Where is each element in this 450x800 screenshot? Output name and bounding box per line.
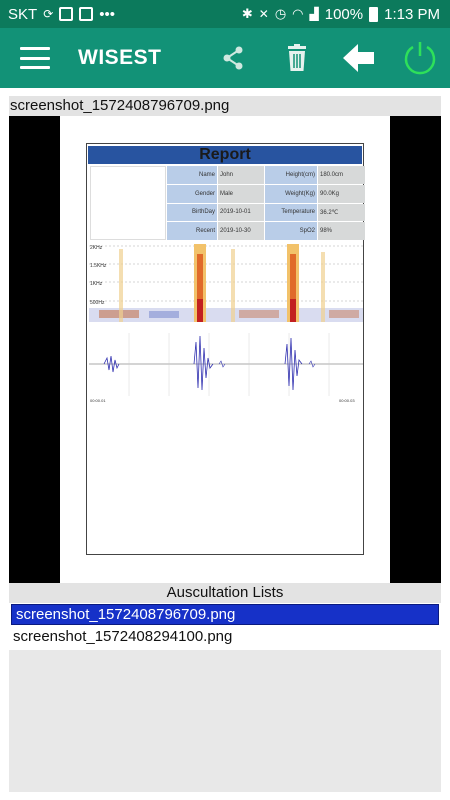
mail-icon <box>59 7 74 21</box>
info-label: Recent <box>167 222 217 240</box>
report-document: Report Name John Height(cm) 180.0cm Gend… <box>86 143 365 555</box>
app-title: WISEST <box>78 46 162 69</box>
auscultation-list: screenshot_1572408796709.png screenshot_… <box>9 603 441 649</box>
info-value: 2019-10-01 <box>218 203 264 222</box>
notification-icon <box>79 7 94 21</box>
list-empty-area <box>9 650 441 792</box>
spectrogram: 2KHz 1.5KHz 1KHz 500Hz <box>89 244 363 326</box>
menu-icon[interactable] <box>20 47 50 69</box>
more-dots-icon: ••• <box>99 5 116 23</box>
freq-tick: 1KHz <box>90 281 103 287</box>
mute-icon: ✕ <box>258 7 269 21</box>
report-sheet: Report Name John Height(cm) 180.0cm Gend… <box>60 116 390 583</box>
carrier-label: SKT <box>8 5 38 23</box>
info-label: SpO2 <box>265 222 317 240</box>
back-arrow-icon[interactable] <box>335 28 383 88</box>
info-label: Temperature <box>265 203 317 222</box>
battery-percent: 100% <box>324 5 364 23</box>
list-item[interactable]: screenshot_1572408796709.png <box>11 604 439 625</box>
waveform: 00:00.01 00:00.03 <box>89 328 363 404</box>
trash-icon[interactable] <box>273 28 321 88</box>
auscultation-list-header: Auscultation Lists <box>9 583 441 603</box>
power-icon[interactable] <box>396 28 444 88</box>
info-value: John <box>218 166 264 184</box>
list-item[interactable]: screenshot_1572408294100.png <box>13 628 233 645</box>
patient-info-grid: Name John Height(cm) 180.0cm Gender Male… <box>167 166 365 240</box>
time-end: 00:00.03 <box>339 398 355 403</box>
report-title: Report <box>88 146 362 164</box>
image-preview[interactable]: Report Name John Height(cm) 180.0cm Gend… <box>9 116 441 583</box>
freq-tick: 1.5KHz <box>90 263 107 269</box>
time-start: 00:00.01 <box>90 398 106 403</box>
battery-icon <box>369 6 379 22</box>
info-label: Weight(Kg) <box>265 184 317 203</box>
wifi-icon: ◠ <box>292 6 304 21</box>
preview-filename: screenshot_1572408796709.png <box>9 96 441 116</box>
patient-photo <box>90 166 166 240</box>
clock: 1:13 PM <box>384 5 440 23</box>
info-value: 36.2℃ <box>318 203 365 222</box>
info-label: Name <box>167 166 217 184</box>
info-value: 2019-10-30 <box>218 222 264 240</box>
info-value: Male <box>218 184 264 203</box>
info-label: BirthDay <box>167 203 217 222</box>
bluetooth-icon: ✱ <box>241 6 253 21</box>
info-label: Height(cm) <box>265 166 317 184</box>
alarm-icon: ◷ <box>274 6 287 21</box>
freq-tick: 2KHz <box>90 245 103 251</box>
info-label: Gender <box>167 184 217 203</box>
freq-tick: 500Hz <box>90 300 105 306</box>
app-bar: WISEST <box>0 28 450 88</box>
signal-icon: ▟ <box>309 7 319 21</box>
info-value: 90.0Kg <box>318 184 365 203</box>
status-bar: SKT ⟳ ••• ✱ ✕ ◷ ◠ ▟ 100% 1:13 PM <box>0 0 450 28</box>
sync-icon: ⟳ <box>43 7 54 21</box>
info-value: 98% <box>318 222 365 240</box>
share-icon[interactable] <box>209 28 257 88</box>
info-value: 180.0cm <box>318 166 365 184</box>
